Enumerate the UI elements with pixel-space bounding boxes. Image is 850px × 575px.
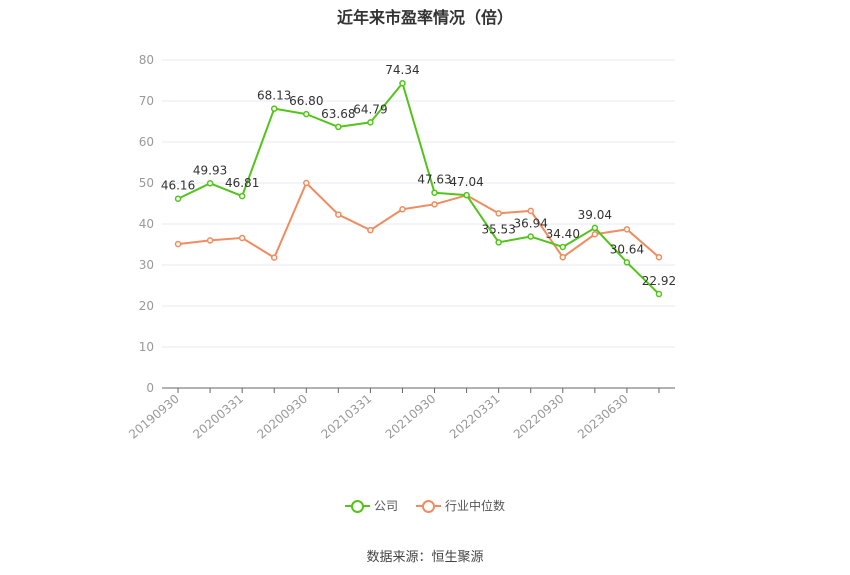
company-data-label: 22.92 bbox=[642, 274, 676, 288]
industry-point bbox=[335, 211, 342, 218]
y-tick-label: 70 bbox=[139, 94, 154, 108]
company-data-label: 35.53 bbox=[481, 222, 515, 236]
x-tick-label: 20220930 bbox=[511, 392, 567, 442]
company-point bbox=[495, 239, 502, 246]
y-tick-label: 80 bbox=[139, 53, 154, 67]
axes: 0 10 20 30 40 50 60 70 80 20190930 20200331 2020093… bbox=[126, 53, 675, 442]
company-point bbox=[303, 110, 310, 118]
company-data-label: 36.94 bbox=[514, 217, 548, 231]
industry-series-line bbox=[177, 182, 660, 259]
company-data-label: 39.04 bbox=[578, 208, 612, 222]
company-point bbox=[655, 290, 663, 298]
legend: 公司 行业中位数 bbox=[0, 497, 850, 514]
company-data-label: 34.40 bbox=[546, 227, 580, 241]
industry-point bbox=[623, 226, 631, 233]
chart-title: 近年来市盈率情况（倍） bbox=[336, 8, 513, 27]
y-tick-label: 30 bbox=[139, 258, 154, 272]
company-point bbox=[623, 259, 631, 266]
y-tick-label: 40 bbox=[139, 217, 154, 231]
y-tick-label: 50 bbox=[139, 176, 154, 190]
industry-point bbox=[238, 234, 246, 242]
x-tick-label: 20200331 bbox=[190, 392, 246, 442]
industry-point bbox=[303, 179, 310, 187]
company-data-label: 64.79 bbox=[353, 102, 387, 116]
x-tick-label: 20200930 bbox=[254, 392, 310, 442]
industry-point bbox=[367, 226, 374, 234]
company-data-label: 30.64 bbox=[610, 242, 644, 256]
x-tick-label: 20220331 bbox=[447, 392, 503, 442]
company-point bbox=[270, 105, 278, 112]
company-data-label: 47.04 bbox=[449, 175, 483, 189]
chart-canvas: 0 10 20 30 40 50 60 70 80 20190930 20200331 2020093… bbox=[126, 53, 676, 442]
x-tick-label: 20210331 bbox=[319, 392, 375, 442]
x-tick-label: 20230630 bbox=[575, 392, 631, 442]
y-tick-label: 10 bbox=[139, 340, 154, 354]
company-data-label: 47.63 bbox=[417, 173, 451, 187]
industry-point bbox=[559, 253, 567, 261]
legend-item-industry[interactable]: 行业中位数 bbox=[416, 497, 505, 514]
company-point bbox=[559, 243, 567, 251]
y-tick-label: 20 bbox=[139, 299, 154, 313]
legend-item-company[interactable]: 公司 bbox=[344, 497, 398, 514]
industry-point bbox=[431, 201, 438, 208]
company-data-label: 46.81 bbox=[225, 176, 259, 190]
industry-point bbox=[206, 237, 214, 244]
industry-point bbox=[174, 240, 182, 248]
grid-lines bbox=[162, 59, 675, 348]
company-data-label: 49.93 bbox=[193, 163, 227, 177]
company-data-label: 63.68 bbox=[321, 107, 355, 121]
industry-point bbox=[495, 210, 502, 217]
company-point bbox=[174, 195, 182, 202]
company-point bbox=[335, 123, 342, 131]
industry-point bbox=[399, 205, 406, 213]
legend-industry-icon bbox=[416, 499, 441, 513]
company-point bbox=[206, 180, 214, 187]
y-tick-label: 0 bbox=[146, 381, 154, 395]
company-data-label: 46.16 bbox=[161, 179, 195, 193]
industry-point bbox=[655, 253, 663, 261]
industry-point bbox=[527, 207, 534, 215]
company-point bbox=[399, 79, 406, 87]
series-lines bbox=[174, 79, 663, 298]
company-data-label: 74.34 bbox=[385, 63, 419, 77]
company-point bbox=[238, 192, 246, 200]
company-series-line bbox=[177, 82, 660, 295]
legend-company-icon bbox=[344, 499, 370, 513]
company-point bbox=[591, 224, 599, 232]
company-point bbox=[367, 119, 374, 126]
company-point bbox=[431, 189, 438, 196]
company-data-label: 68.13 bbox=[257, 89, 291, 103]
data-source: 数据来源：恒生聚源 bbox=[366, 550, 484, 565]
x-tick-label: 20210930 bbox=[383, 392, 439, 442]
company-data-label: 66.80 bbox=[289, 94, 323, 108]
legend-industry-label: 行业中位数 bbox=[445, 499, 506, 513]
industry-point bbox=[591, 231, 599, 238]
company-point bbox=[527, 233, 534, 240]
industry-point bbox=[270, 254, 278, 261]
legend-company-label: 公司 bbox=[373, 499, 398, 513]
company-point bbox=[463, 191, 470, 199]
x-tick-label: 20190930 bbox=[126, 392, 182, 442]
y-tick-label: 60 bbox=[139, 135, 154, 149]
